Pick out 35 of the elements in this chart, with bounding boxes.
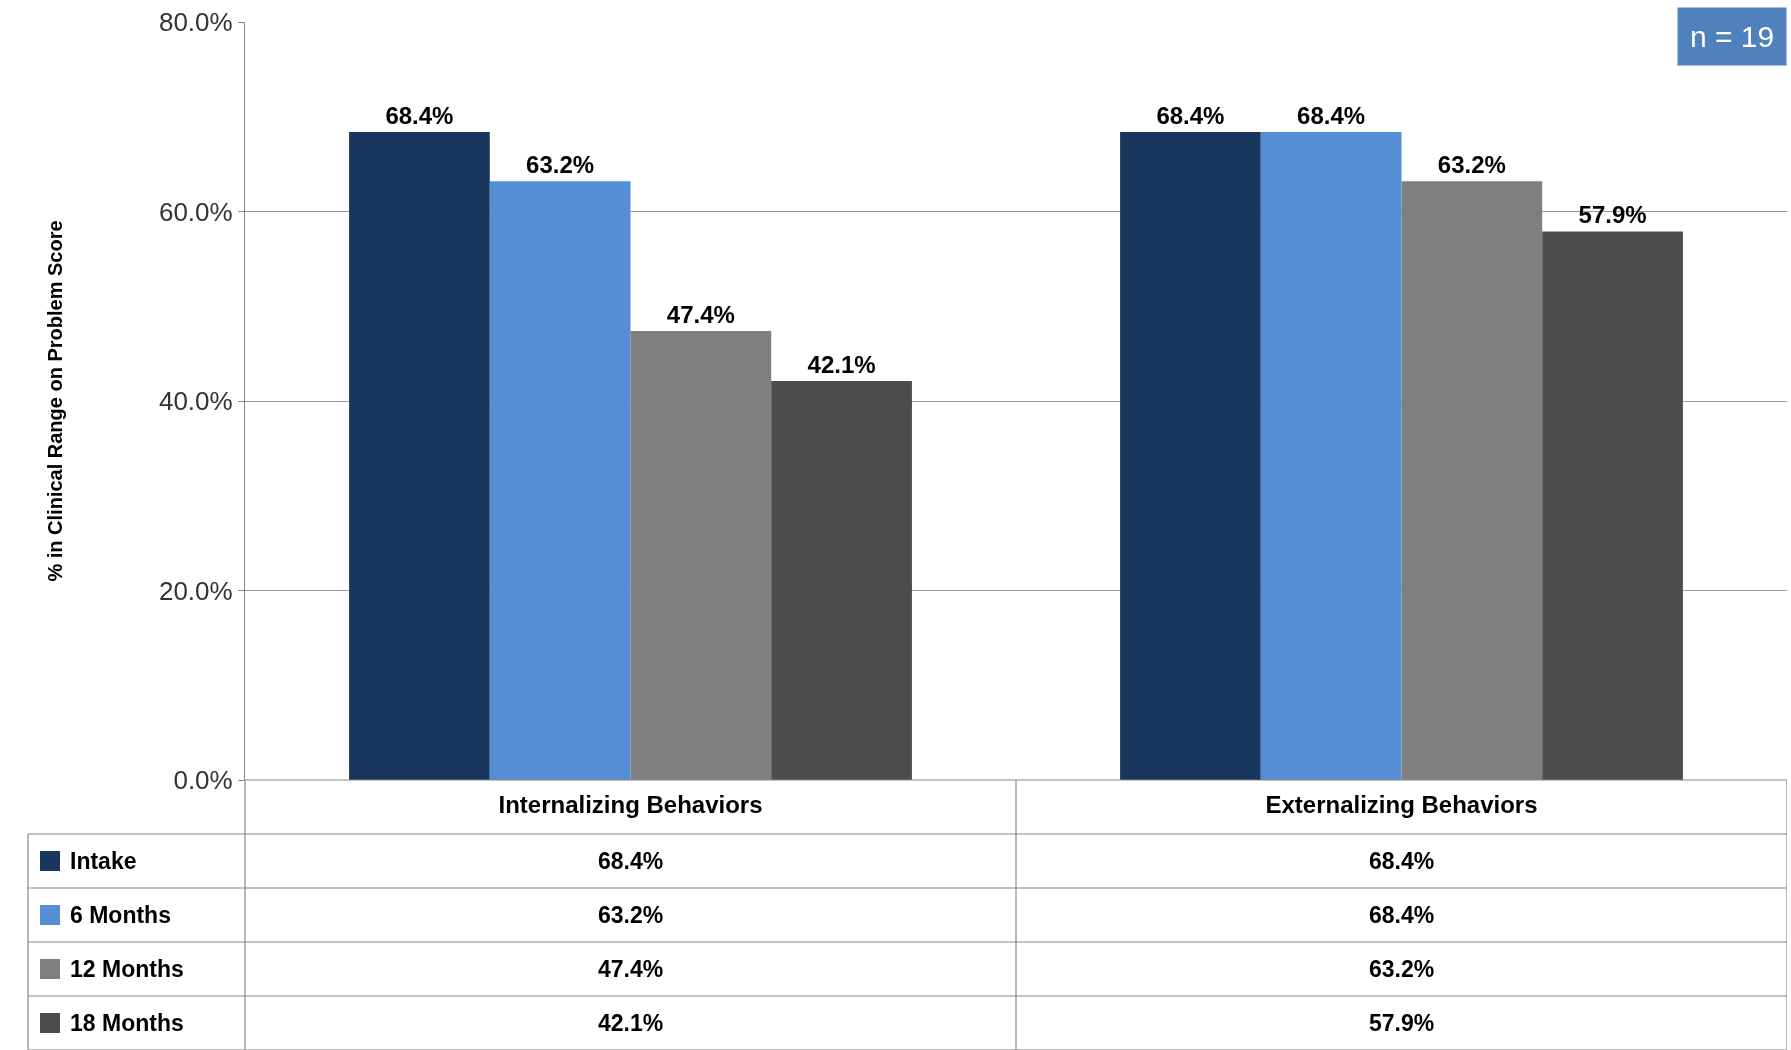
legend-label: 18 Months (70, 1010, 184, 1036)
data-label: 68.4% (1369, 902, 1435, 928)
x-tick-label: Internalizing Behaviors (498, 791, 763, 818)
x-tick-label: Externalizing Behaviors (1265, 791, 1538, 818)
text: 68.4% (385, 101, 454, 129)
data-label: 47.4% (598, 956, 664, 982)
text: 68.4% (1156, 101, 1225, 129)
bar (1260, 131, 1402, 780)
y-axis-title: % in Clinical Range on Problem Score (44, 220, 67, 582)
bar (771, 381, 912, 780)
y-tick-label: 80.0% (158, 7, 233, 38)
annotation: n = 19 (1690, 20, 1775, 53)
data-label: 68.4% (1369, 848, 1435, 874)
y-tick-label: 20.0% (158, 575, 233, 606)
text: 42.1% (807, 351, 876, 379)
text: 57.9% (1578, 201, 1647, 229)
legend-label: Intake (70, 848, 137, 874)
bar (489, 181, 631, 780)
y-tick-label: 0.0% (173, 765, 233, 796)
bar (349, 131, 490, 780)
data-label: 63.2% (1369, 956, 1435, 982)
text: 63.2% (526, 151, 595, 179)
data-label: 68.4% (598, 848, 664, 874)
data-label: 57.9% (1369, 1010, 1435, 1036)
text: 63.2% (1437, 151, 1506, 179)
y-tick-label: 60.0% (158, 196, 233, 227)
data-label: 42.1% (598, 1010, 664, 1036)
data-label: 63.2% (598, 902, 664, 928)
bar (1542, 231, 1683, 780)
text: 47.4% (666, 300, 735, 328)
bar (1120, 131, 1261, 780)
text: 68.4% (1297, 101, 1366, 129)
y-tick-label: 40.0% (158, 386, 233, 417)
legend-label: 6 Months (70, 902, 171, 928)
legend-label: 12 Months (70, 956, 184, 982)
